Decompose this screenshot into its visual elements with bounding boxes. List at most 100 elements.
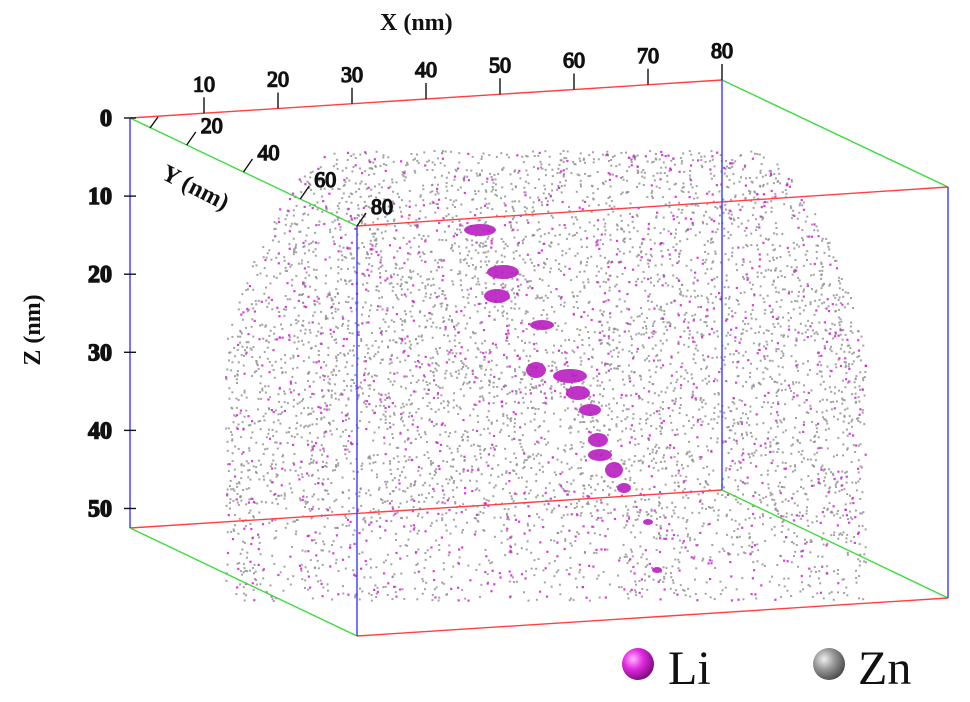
zn-atom	[593, 224, 596, 227]
zn-atom	[330, 335, 333, 338]
zn-atom	[809, 404, 812, 407]
zn-atom	[256, 273, 259, 276]
zn-atom	[752, 454, 755, 457]
zn-atom	[830, 534, 833, 537]
zn-atom	[716, 519, 719, 521]
zn-atom	[730, 448, 733, 451]
zn-atom	[707, 449, 710, 452]
zn-atom	[462, 363, 465, 366]
zn-atom	[445, 308, 448, 311]
zn-atom	[331, 312, 333, 315]
zn-atom	[777, 348, 780, 351]
zn-atom	[765, 237, 767, 240]
zn-atom	[768, 169, 771, 172]
zn-atom	[259, 382, 262, 385]
zn-atom	[560, 516, 563, 519]
zn-atom	[485, 190, 488, 193]
zn-atom	[800, 517, 803, 520]
zn-atom	[402, 405, 405, 408]
zn-atom	[311, 454, 314, 457]
zn-atom	[766, 201, 769, 204]
zn-atom	[443, 294, 446, 297]
zn-atom	[364, 521, 367, 524]
zn-atom	[734, 311, 737, 314]
zn-atom	[259, 583, 262, 586]
zn-atom	[607, 261, 610, 264]
zn-atom	[356, 471, 359, 473]
zn-atom	[421, 339, 424, 342]
zn-atom	[367, 290, 370, 293]
zn-atom	[392, 490, 395, 493]
zn-atom	[385, 213, 388, 216]
zn-atom	[646, 514, 649, 517]
zn-atom	[785, 515, 788, 518]
zn-atom	[858, 525, 861, 528]
zn-atom	[473, 517, 476, 519]
zn-atom	[651, 566, 654, 569]
zn-atom	[632, 355, 635, 358]
zn-atom	[425, 292, 428, 295]
zn-atom	[798, 279, 801, 282]
zn-atom	[344, 181, 347, 184]
zn-atom	[488, 352, 491, 355]
zn-atom	[783, 344, 786, 347]
zn-atom	[519, 273, 522, 276]
zn-atom	[748, 456, 751, 459]
zn-atom	[299, 329, 302, 332]
zn-atom	[352, 354, 355, 357]
zn-atom	[330, 394, 333, 397]
zn-atom	[452, 565, 455, 568]
zn-atom	[687, 497, 690, 500]
zn-atom	[242, 364, 245, 367]
zn-atom	[576, 295, 579, 297]
zn-atom	[503, 507, 506, 510]
zn-atom	[650, 459, 653, 462]
zn-atom	[424, 295, 427, 298]
zn-atom	[557, 295, 560, 298]
zn-atom	[841, 397, 844, 400]
zn-atom	[351, 193, 354, 196]
zn-atom	[810, 479, 813, 482]
zn-atom	[438, 549, 441, 551]
zn-atom	[434, 367, 437, 370]
zn-atom	[769, 427, 772, 430]
zn-atom	[725, 274, 728, 277]
zn-atom	[815, 515, 818, 518]
zn-atom	[519, 283, 522, 286]
zn-atom	[422, 199, 425, 202]
zn-atom	[766, 469, 769, 472]
zn-atom	[826, 242, 829, 245]
zn-atom	[682, 517, 685, 520]
zn-atom	[739, 479, 742, 482]
zn-atom	[450, 269, 453, 271]
zn-atom	[345, 384, 348, 387]
zn-atom	[338, 302, 340, 305]
zn-atom	[792, 436, 795, 439]
zn-atom	[788, 290, 791, 293]
zn-atom	[592, 158, 595, 161]
zn-atom	[604, 222, 607, 225]
zn-atom	[680, 375, 683, 378]
zn-atom	[737, 217, 740, 219]
zn-atom	[325, 205, 328, 208]
zn-atom	[590, 365, 593, 368]
zn-atom	[762, 515, 765, 518]
zn-atom	[802, 290, 805, 293]
zn-atom	[369, 242, 372, 245]
zn-atom	[444, 327, 447, 330]
zn-atom	[508, 518, 510, 521]
zn-atom	[313, 538, 316, 541]
zn-atom	[578, 174, 581, 177]
zn-atom	[823, 479, 825, 482]
zn-atom	[806, 373, 809, 376]
zn-atom	[357, 357, 360, 360]
zn-atom	[857, 471, 860, 474]
zn-atom	[678, 260, 680, 263]
zn-atom	[415, 564, 418, 566]
zn-atom	[338, 245, 341, 248]
zn-atom	[467, 301, 470, 304]
zn-atom	[496, 386, 499, 388]
zn-atom	[481, 169, 483, 172]
zn-atom	[480, 364, 483, 367]
zn-atom	[263, 419, 266, 422]
